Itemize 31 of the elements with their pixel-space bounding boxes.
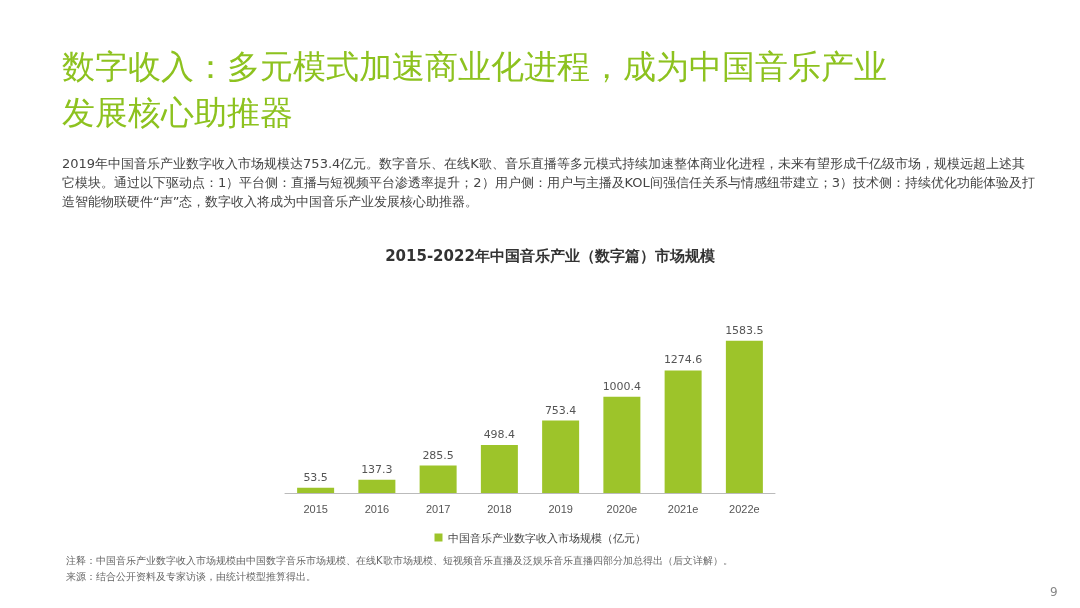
x-tick-label: 2020e xyxy=(606,502,638,515)
bar xyxy=(297,487,335,493)
text: 2019年中国音乐产业数字收入市场规模达753.4亿元。数字音乐、在线K歌、音乐直播等多元模式持续加速整体商业化进程，未来有望形成千亿级市场，规模远超上述其它模块。通过以下驱动点：1）平台侧：直播与短视频平台渗透率提升；2）用户侧：用户与主播及KOL间强信任关系与情感纽带建立；3）技术侧：持续优化功能体验及打造智能物联硬件“声”态，数字收入将成为中国音乐产业发展核心助推器。 xyxy=(62,155,1037,211)
bar xyxy=(603,396,641,493)
data-label: 1274.6 xyxy=(663,353,703,367)
data-label: 1583.5 xyxy=(725,323,764,337)
x-tick-label: 2021e xyxy=(667,502,699,515)
x-tick-label: 2019 xyxy=(548,502,573,515)
data-label: 753.4 xyxy=(544,403,577,417)
data-label: 53.5 xyxy=(303,470,328,484)
bar xyxy=(419,465,457,493)
text: 9 xyxy=(1050,585,1058,599)
x-tick-label: 2022e xyxy=(729,502,760,515)
bar xyxy=(725,340,763,493)
bar xyxy=(480,445,518,493)
bar xyxy=(664,370,702,493)
data-label: 498.4 xyxy=(483,428,516,442)
x-tick-label: 2015 xyxy=(303,502,328,515)
data-label: 1000.4 xyxy=(602,379,642,393)
text: 注释：中国音乐产业数字收入市场规模由中国数字音乐市场规模、在线K歌市场规模、短视频音乐直播及泛娱乐音乐直播四部分加总得出（后文详解）。 xyxy=(66,554,733,568)
x-tick-label: 2016 xyxy=(364,502,390,515)
chart-title: 2015-2022年中国音乐产业（数字篇）市场规模 xyxy=(385,246,716,265)
bar xyxy=(358,479,396,493)
bar xyxy=(542,420,580,493)
legend-label: 中国音乐产业数字收入市场规模（亿元） xyxy=(447,531,646,544)
x-tick-label: 2017 xyxy=(425,502,451,515)
data-label: 285.5 xyxy=(422,448,454,462)
text: 数字收入：多元模式加速商业化进程，成为中国音乐产业发展核心助推器 xyxy=(62,46,888,134)
x-tick-label: 2018 xyxy=(487,502,512,515)
source-note: 来源：结合公开资料及专家访谈，由统计模型推算得出。 xyxy=(66,570,316,584)
data-label: 137.3 xyxy=(361,462,393,476)
